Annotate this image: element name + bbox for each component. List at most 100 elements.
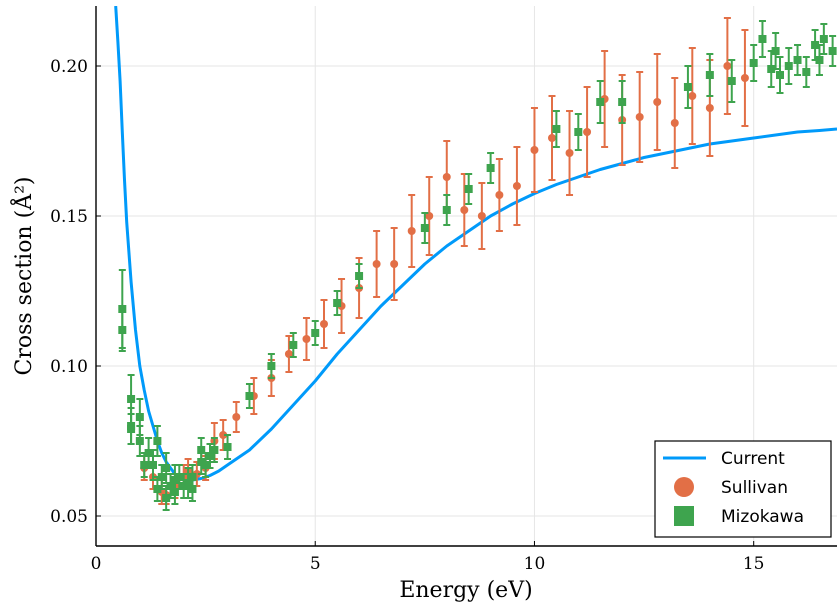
mizokawa-point-14: [162, 464, 171, 472]
sullivan-point-40: [740, 74, 749, 82]
mizokawa-point-51: [784, 62, 793, 70]
sullivan-point-21: [407, 227, 416, 235]
mizokawa-point-39: [552, 125, 561, 133]
mizokawa-point-9: [149, 461, 157, 469]
mizokawa-point-37: [464, 185, 473, 193]
mizokawa-point-27: [210, 446, 219, 454]
mizokawa-point-5: [135, 413, 144, 421]
x-tick-label-3: 15: [743, 554, 765, 574]
sullivan-point-25: [477, 212, 486, 220]
legend-marker-mizokawa: [674, 506, 694, 526]
legend-label-sullivan: Sullivan: [721, 478, 788, 498]
mizokawa-point-40: [574, 128, 583, 136]
sullivan-point-11: [232, 413, 241, 421]
x-tick-label-2: 10: [524, 554, 546, 574]
y-axis-title: Cross section (Å²): [9, 177, 37, 376]
legend-marker-sullivan: [674, 477, 694, 497]
mizokawa-point-42: [618, 98, 627, 106]
mizokawa-point-49: [771, 47, 780, 55]
mizokawa-point-38: [486, 164, 495, 172]
mizokawa-point-35: [420, 224, 429, 232]
mizokawa-point-25: [201, 461, 210, 469]
series-line-current: [114, 6, 837, 482]
sullivan-point-23: [442, 173, 451, 181]
series-sullivan: [140, 17, 749, 505]
sullivan-point-38: [705, 104, 714, 112]
mizokawa-point-50: [776, 71, 784, 79]
mizokawa-point-15: [166, 482, 175, 490]
mizokawa-point-24: [197, 458, 206, 466]
mizokawa-point-19: [179, 482, 188, 490]
mizokawa-point-41: [596, 98, 605, 106]
mizokawa-point-1: [118, 326, 127, 334]
legend: Current Sullivan Mizokawa: [654, 440, 832, 538]
mizokawa-point-45: [727, 77, 736, 85]
sullivan-point-27: [512, 182, 521, 190]
y-tick-label-3: 0.20: [50, 57, 88, 77]
mizokawa-point-7: [140, 461, 149, 469]
grid: [95, 6, 837, 546]
axes: [95, 6, 837, 547]
plot-area: [114, 6, 837, 511]
series-layer: [114, 6, 837, 511]
mizokawa-point-44: [705, 71, 714, 79]
mizokawa-point-8: [144, 449, 153, 457]
mizokawa-point-17: [170, 476, 179, 484]
mizokawa-point-30: [267, 362, 276, 370]
x-tick-label-0: 0: [91, 554, 102, 574]
sullivan-point-37: [688, 92, 697, 100]
mizokawa-point-20: [184, 479, 193, 487]
sullivan-point-20: [390, 260, 399, 268]
y-tick-label-1: 0.10: [50, 357, 88, 377]
sullivan-point-31: [583, 128, 592, 136]
mizokawa-point-13: [162, 494, 171, 502]
x-axis-title: Energy (eV): [399, 578, 532, 603]
mizokawa-point-33: [333, 299, 342, 307]
mizokawa-point-47: [758, 35, 767, 43]
mizokawa-point-55: [815, 56, 824, 64]
sullivan-point-10: [219, 431, 228, 439]
sullivan-point-39: [723, 62, 732, 70]
sullivan-point-26: [495, 191, 504, 199]
mizokawa-point-48: [767, 65, 776, 73]
sullivan-point-34: [635, 113, 644, 121]
mizokawa-point-54: [811, 41, 820, 49]
mizokawa-point-36: [442, 206, 451, 214]
sullivan-point-36: [670, 119, 679, 127]
mizokawa-point-31: [289, 341, 298, 349]
mizokawa-point-12: [157, 473, 166, 481]
mizokawa-point-18: [175, 473, 184, 481]
mizokawa-point-34: [355, 272, 364, 280]
mizokawa-point-43: [683, 83, 692, 91]
mizokawa-point-10: [153, 437, 162, 445]
y-tick-label-0: 0.05: [50, 507, 88, 527]
mizokawa-point-22: [188, 473, 197, 481]
sullivan-point-16: [320, 320, 328, 328]
x-tick-label-1: 5: [310, 554, 321, 574]
sullivan-point-24: [460, 206, 469, 214]
sullivan-point-28: [530, 146, 539, 154]
sullivan-point-35: [653, 98, 662, 106]
sullivan-point-15: [302, 335, 311, 343]
mizokawa-point-52: [793, 56, 802, 64]
mizokawa-point-46: [749, 59, 758, 67]
series-mizokawa: [118, 20, 837, 511]
mizokawa-point-57: [828, 47, 837, 55]
mizokawa-point-28: [223, 443, 232, 451]
mizokawa-point-53: [802, 68, 811, 76]
mizokawa-point-2: [127, 395, 136, 403]
mizokawa-point-26: [206, 452, 214, 460]
sullivan-point-19: [372, 260, 381, 268]
mizokawa-point-29: [245, 392, 254, 400]
mizokawa-point-6: [135, 437, 144, 445]
legend-label-current: Current: [721, 449, 785, 469]
mizokawa-point-4: [127, 425, 136, 433]
y-tick-label-2: 0.15: [50, 207, 88, 227]
sullivan-point-30: [565, 149, 574, 157]
mizokawa-point-56: [819, 35, 828, 43]
mizokawa-point-11: [153, 485, 162, 493]
sullivan-point-29: [548, 134, 556, 142]
mizokawa-point-32: [311, 329, 320, 337]
ticks: 0 5 10 15 0.05 0.10 0.15 0.20: [50, 57, 764, 574]
